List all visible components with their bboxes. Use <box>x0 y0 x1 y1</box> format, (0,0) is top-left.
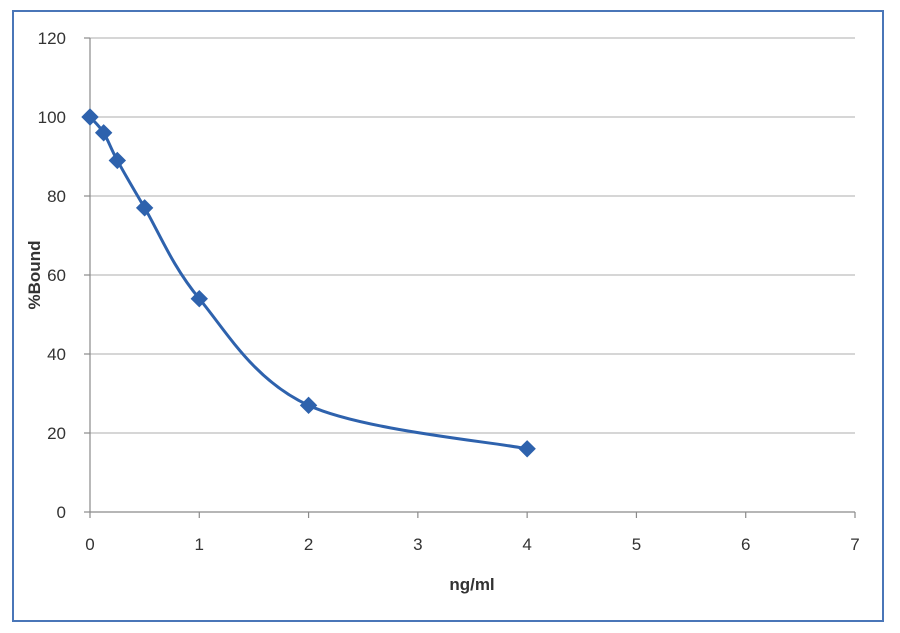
axes <box>84 37 856 518</box>
data-point-marker <box>190 289 208 308</box>
chart-frame <box>12 10 884 622</box>
x-tick-label: 0 <box>85 535 94 554</box>
tick-labels: 0 20 40 60 80 100 120 0 1 2 3 4 5 6 7 <box>38 29 860 554</box>
data-point-marker <box>518 440 536 458</box>
y-tick-label: 100 <box>38 108 66 127</box>
y-tick-label: 20 <box>47 424 66 443</box>
x-tick-label: 6 <box>741 535 750 554</box>
data-point-marker <box>108 151 127 170</box>
x-tick-label: 4 <box>522 535 531 554</box>
x-axis-title: ng/ml <box>449 575 494 594</box>
data-point-marker <box>135 199 154 217</box>
x-tick-label: 1 <box>195 535 204 554</box>
x-tick-label: 5 <box>632 535 641 554</box>
x-tick-label: 3 <box>413 535 422 554</box>
data-point-marker <box>299 396 318 415</box>
x-tick-label: 7 <box>850 535 859 554</box>
x-tick-label: 2 <box>304 535 313 554</box>
data-point-marker <box>81 108 99 126</box>
y-tick-label: 120 <box>38 29 66 48</box>
data-point-marker <box>94 124 113 142</box>
y-tick-label: 0 <box>57 503 66 522</box>
y-tick-label: 40 <box>47 345 66 364</box>
grid-lines <box>90 37 855 434</box>
y-tick-label: 60 <box>47 266 66 285</box>
data-series <box>81 108 536 458</box>
y-tick-label: 80 <box>47 187 66 206</box>
y-axis-title: %Bound <box>25 241 44 310</box>
